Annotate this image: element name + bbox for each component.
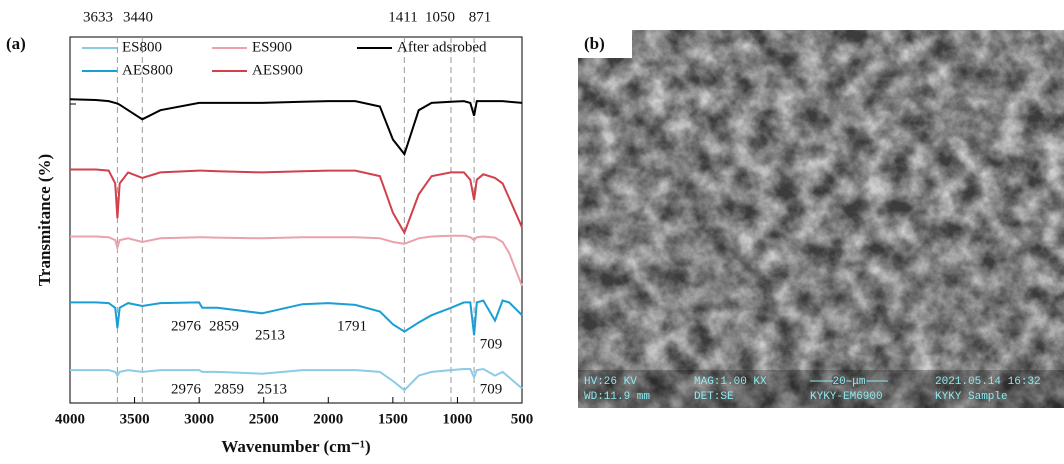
reference-label: 1411 [388, 9, 417, 25]
label-box [578, 30, 632, 58]
x-tick-label: 500 [511, 411, 534, 427]
annotation: 2513 [255, 327, 285, 343]
series-line [70, 168, 523, 236]
plot-frame [69, 36, 523, 404]
reference-label: 871 [469, 9, 492, 25]
x-tick-label: 1500 [378, 411, 408, 427]
x-tick-label: 2000 [313, 411, 343, 427]
series-line [70, 299, 523, 336]
panel-label: (a) [6, 34, 26, 53]
annotation: 2859 [214, 381, 244, 397]
legend-label: ES800 [122, 39, 162, 55]
reference-label: 1050 [425, 9, 455, 25]
x-tick-label: 1000 [442, 411, 472, 427]
annotation: 1791 [337, 318, 367, 334]
x-tick-label: 3500 [120, 411, 150, 427]
x-axis-label: Wavenumber (cm⁻¹) [221, 437, 370, 456]
x-tick-label: 4000 [55, 411, 85, 427]
legend-label: ES900 [252, 39, 292, 55]
x-tick-label: 3000 [184, 411, 214, 427]
reference-label: 3633 [83, 9, 113, 25]
legend-label: After adsrobed [397, 39, 487, 55]
sem-info: MAG:1.00 KX [694, 376, 767, 388]
annotation: 2976 [171, 381, 202, 397]
series-line [70, 367, 523, 392]
annotation: 2976 [171, 318, 202, 334]
legend-label: AES900 [252, 62, 303, 78]
annotation: 2513 [257, 381, 287, 397]
sem-image [578, 30, 1064, 408]
sem-info: DET:SE [694, 391, 734, 403]
sem-info: KYKY-EM6900 [810, 391, 883, 403]
sem-info: KYKY Sample [935, 391, 1008, 403]
panel-label: (b) [584, 34, 605, 53]
sem-info: 20 μm [832, 376, 865, 388]
reference-label: 3440 [123, 9, 153, 25]
x-tick-label: 2500 [249, 411, 279, 427]
series-line [70, 234, 523, 287]
sem-info: 2021.05.14 16:32 [935, 376, 1041, 388]
y-axis-label: Transmitance (%) [35, 154, 54, 286]
series-line [69, 98, 523, 157]
sem-info: HV:26 KV [584, 376, 637, 388]
annotation: 709 [480, 336, 503, 352]
legend-label: AES800 [122, 62, 173, 78]
annotation: 709 [480, 381, 503, 397]
sem-info: WD:11.9 mm [584, 391, 650, 403]
info-bar [578, 370, 1064, 408]
annotation: 2859 [209, 318, 239, 334]
